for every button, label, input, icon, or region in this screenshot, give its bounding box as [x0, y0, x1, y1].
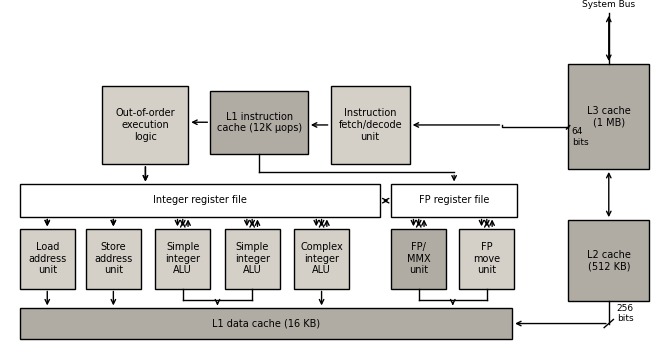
- Text: 256
bits: 256 bits: [617, 304, 634, 323]
- Text: Integer register file: Integer register file: [153, 195, 247, 206]
- Bar: [20, 308, 512, 339]
- Bar: [568, 220, 649, 302]
- Bar: [391, 229, 446, 289]
- Bar: [86, 229, 141, 289]
- Bar: [459, 229, 514, 289]
- Text: FP/
MMX
unit: FP/ MMX unit: [407, 242, 430, 275]
- Bar: [20, 229, 75, 289]
- Bar: [225, 229, 280, 289]
- Bar: [155, 229, 210, 289]
- Text: Simple
integer
ALU: Simple integer ALU: [165, 242, 200, 275]
- Text: FP register file: FP register file: [419, 195, 489, 206]
- Bar: [294, 229, 349, 289]
- Text: L1 instruction
cache (12K μops): L1 instruction cache (12K μops): [217, 112, 301, 133]
- Text: L2 cache
(512 KB): L2 cache (512 KB): [587, 250, 631, 272]
- Bar: [391, 184, 517, 217]
- Bar: [330, 86, 410, 164]
- Bar: [20, 184, 380, 217]
- Text: 64
bits: 64 bits: [572, 127, 588, 147]
- Text: System Bus: System Bus: [582, 0, 635, 9]
- Text: Instruction
fetch/decode
unit: Instruction fetch/decode unit: [338, 108, 402, 142]
- Text: Complex
integer
ALU: Complex integer ALU: [300, 242, 343, 275]
- Text: L1 data cache (16 KB): L1 data cache (16 KB): [212, 319, 320, 328]
- Bar: [568, 64, 649, 169]
- Text: Simple
integer
ALU: Simple integer ALU: [235, 242, 270, 275]
- Text: Out-of-order
execution
logic: Out-of-order execution logic: [116, 108, 175, 142]
- Bar: [102, 86, 188, 164]
- Text: Store
address
unit: Store address unit: [95, 242, 132, 275]
- Text: Load
address
unit: Load address unit: [28, 242, 66, 275]
- Text: L3 cache
(1 MB): L3 cache (1 MB): [587, 106, 631, 127]
- Bar: [210, 91, 308, 154]
- Text: FP
move
unit: FP move unit: [473, 242, 500, 275]
